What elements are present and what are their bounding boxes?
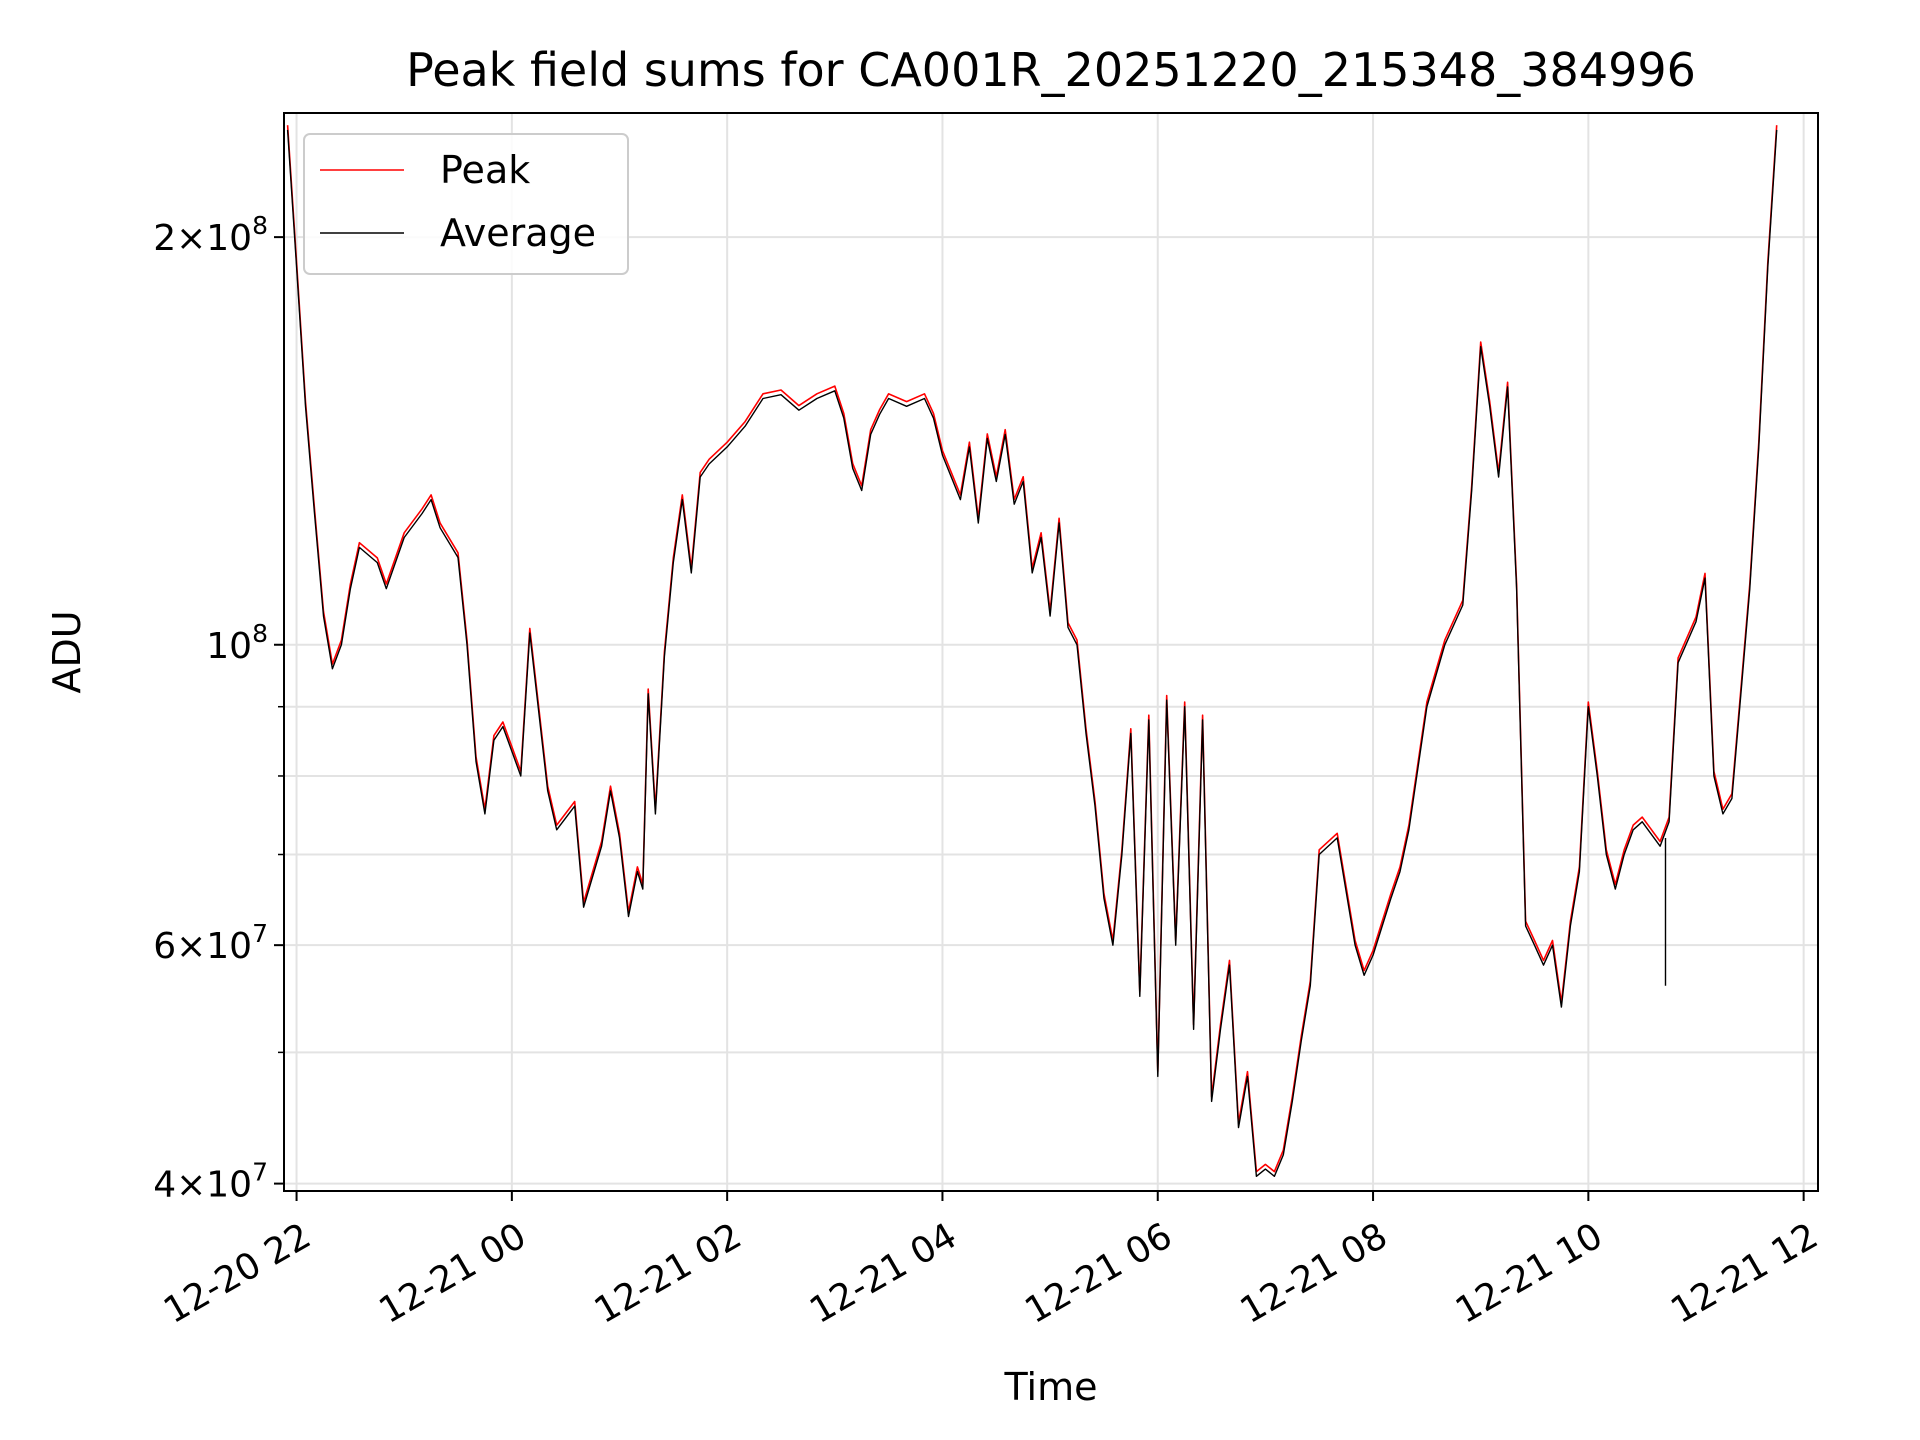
x-tick-label: 12-21 00 [372, 1215, 533, 1331]
plot-area-frame [283, 112, 1819, 1192]
x-tick-label: 12-21 08 [1234, 1215, 1395, 1331]
legend-box [303, 133, 629, 275]
x-tick-label: 12-20 22 [157, 1215, 318, 1331]
series-line-average [286, 129, 1778, 1177]
x-tick-label: 12-21 12 [1664, 1215, 1825, 1331]
chart-title: Peak field sums for CA001R_20251220_2153… [406, 43, 1696, 97]
y-tick-label: 2×108 [153, 211, 268, 259]
y-tick-label: 108 [206, 619, 268, 667]
x-tick-label: 12-21 02 [588, 1215, 749, 1331]
y-tick-label: 4×107 [153, 1158, 268, 1206]
y-tick-label: 6×107 [153, 919, 268, 967]
x-tick-label: 12-21 04 [803, 1215, 964, 1331]
legend-label-peak: Peak [440, 148, 530, 192]
legend: Peak Average [303, 133, 629, 275]
y-axis-label: ADU [45, 610, 89, 693]
series-line-peak [286, 125, 1778, 1173]
y-axis: 4×107 6×107 108 2×108 [153, 211, 284, 1206]
x-tick-label: 12-21 10 [1449, 1215, 1610, 1331]
x-axis-label: Time [1004, 1365, 1098, 1409]
legend-label-average: Average [440, 211, 596, 255]
x-tick-label: 12-21 06 [1018, 1215, 1179, 1331]
x-axis: 12-20 22 12-21 00 12-21 02 12-21 04 12-21 06… [157, 1191, 1825, 1332]
plot-lines [286, 125, 1778, 1177]
grid-lines [284, 113, 1818, 1191]
